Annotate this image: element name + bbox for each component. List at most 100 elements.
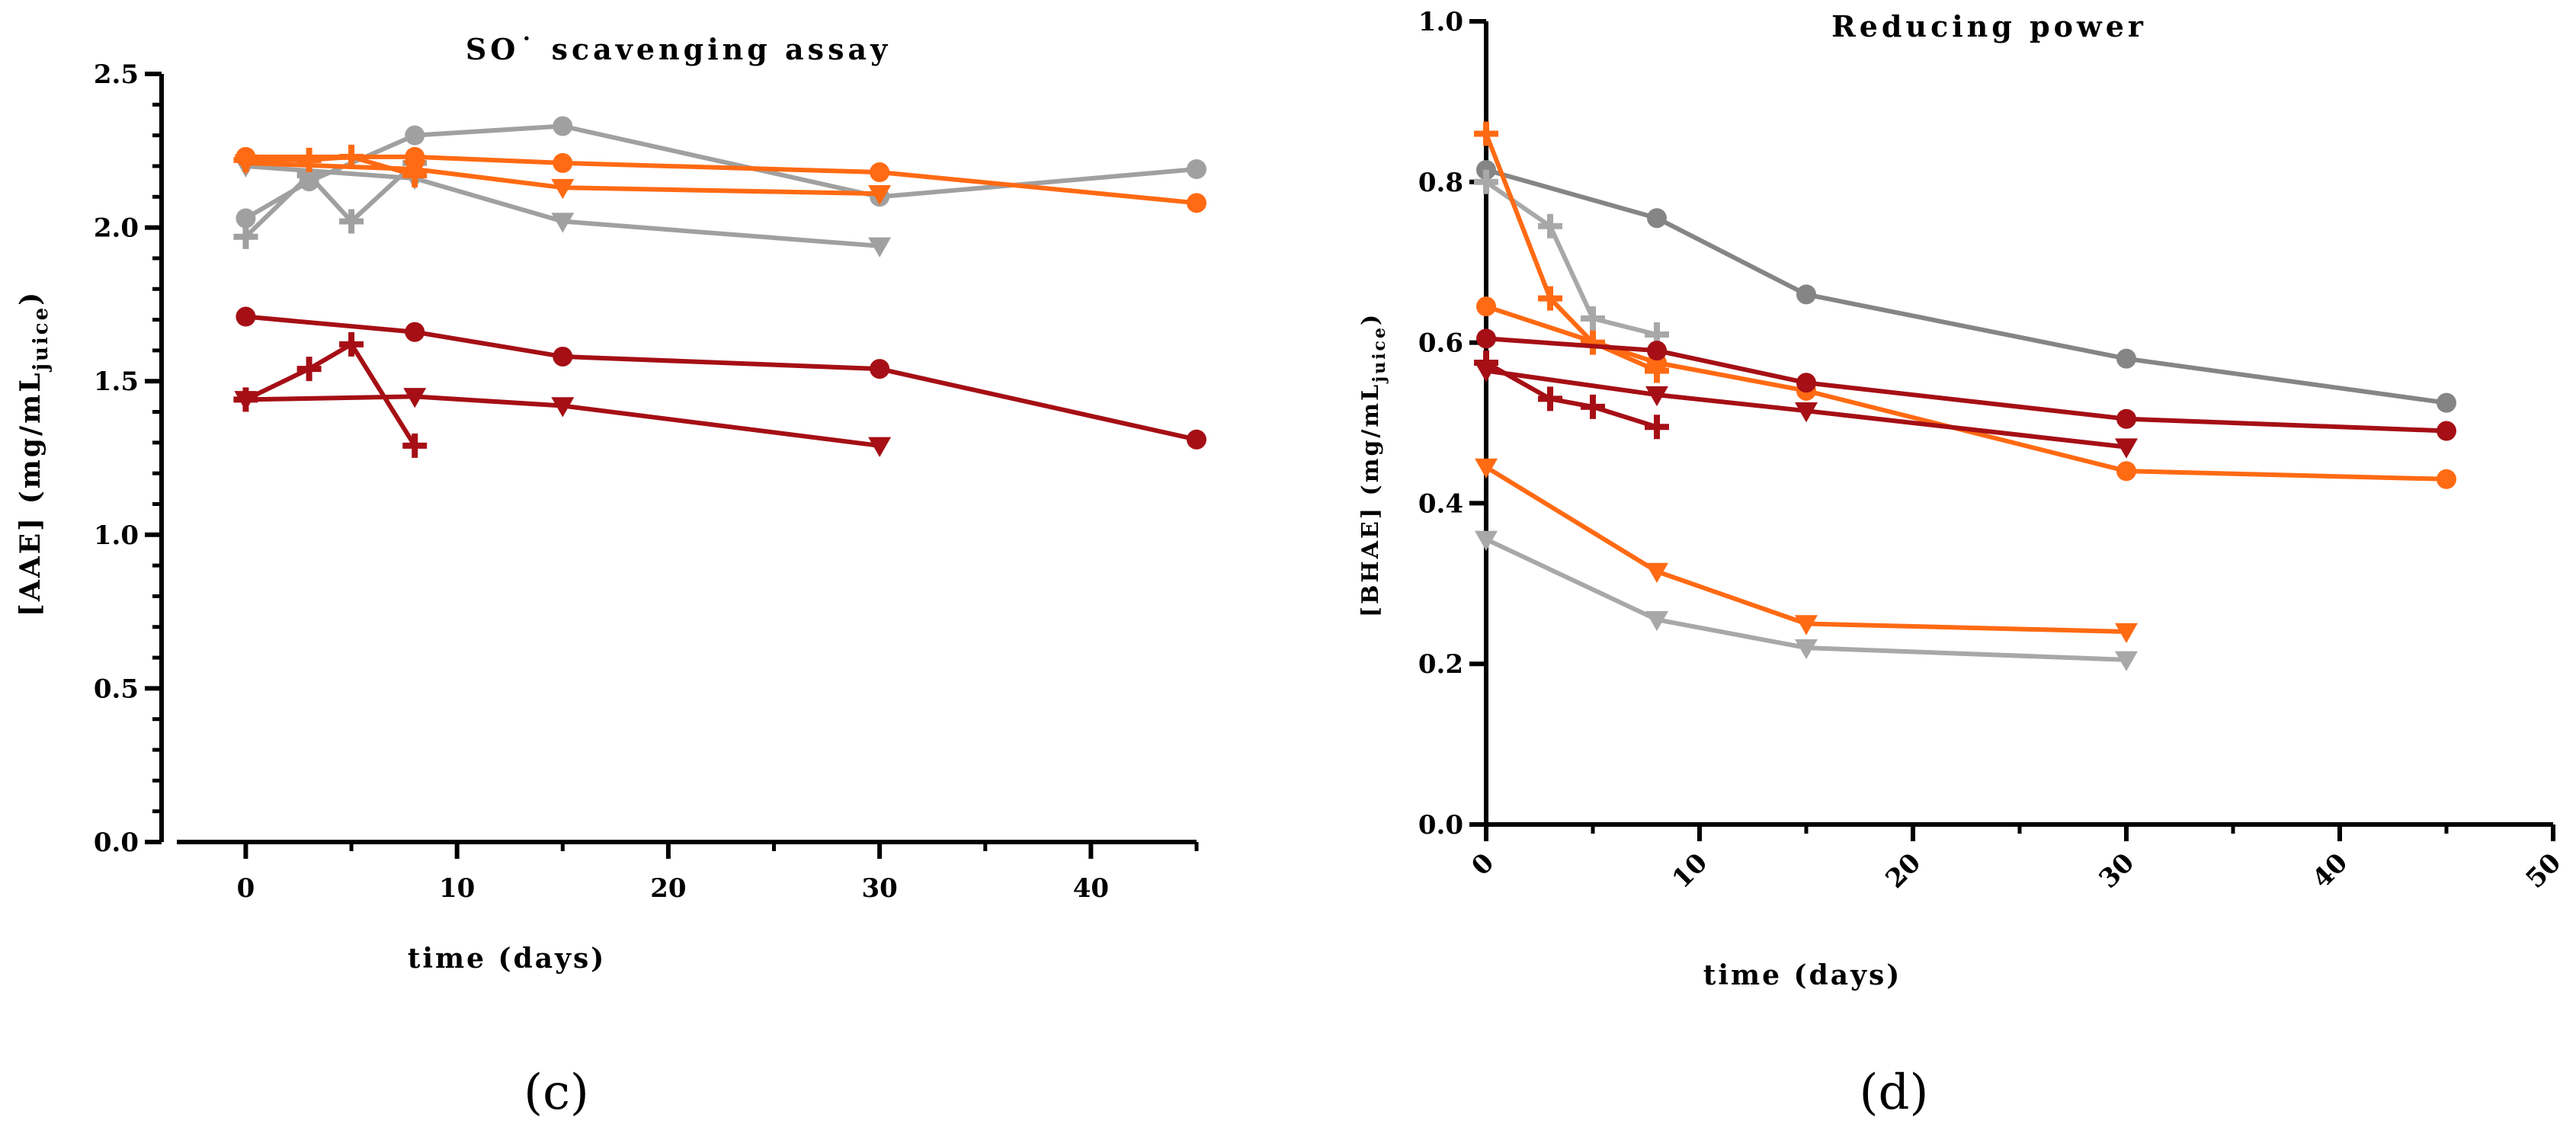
data-point xyxy=(1475,458,1498,479)
panel-label-c: (c) xyxy=(524,1065,589,1121)
data-point xyxy=(1187,158,1206,179)
x-tick-label: 0 xyxy=(237,873,255,904)
data-point xyxy=(553,152,573,173)
chart-title-d: Reducing power xyxy=(1831,9,2147,43)
data-point xyxy=(1645,386,1668,407)
chart-panel-d: Reducing power 0.0 0.2 0.4 0.6 0.8 1.0 0 10 20 3… xyxy=(1357,7,2567,1121)
y-tick-label: 0.2 xyxy=(1418,649,1463,680)
x-ticks-c: 0 10 20 30 40 xyxy=(237,842,1199,904)
x-tick-label: 30 xyxy=(861,873,897,904)
data-point xyxy=(551,397,575,418)
series-red-triangle xyxy=(1475,362,2138,459)
series-dark-gray-circle xyxy=(1476,159,2456,413)
series-group-d xyxy=(1474,121,2456,671)
series-line xyxy=(245,164,880,248)
series-orange-cross xyxy=(233,144,428,188)
chart-title-c: SO˙ scavenging assay xyxy=(466,32,891,66)
series-line xyxy=(245,341,417,447)
y-axis-label-c: [AAE] (mg/mLjuice) xyxy=(14,290,53,616)
series-line xyxy=(1485,360,1658,430)
x-ticks-d: 0 10 20 30 40 50 xyxy=(1466,824,2567,895)
x-tick-label: 40 xyxy=(2307,847,2354,895)
data-point xyxy=(553,116,573,136)
data-point xyxy=(2116,461,2136,482)
y-axis-label-d-main: [BHAE] (mg/mL xyxy=(1357,383,1384,617)
data-point xyxy=(405,125,425,146)
y-tick-label: 1.0 xyxy=(1418,7,1463,37)
series-line xyxy=(245,154,416,178)
data-point xyxy=(1581,394,1605,419)
data-point xyxy=(1187,193,1206,213)
y-axis-label-c-close: ) xyxy=(14,290,46,306)
data-point xyxy=(235,306,256,327)
data-point xyxy=(870,162,890,183)
data-point xyxy=(868,437,892,457)
data-point xyxy=(339,144,364,169)
data-point xyxy=(405,322,425,342)
series-gray-triangle xyxy=(1475,530,2138,671)
series-gray-cross xyxy=(1474,169,1669,347)
y-tick-label: 0.4 xyxy=(1418,488,1463,519)
data-point xyxy=(1645,610,1668,632)
data-point xyxy=(402,433,428,458)
y-tick-label: 0.6 xyxy=(1418,328,1463,359)
data-point xyxy=(1795,402,1818,423)
data-point xyxy=(1647,341,1667,361)
chart-panel-c: SO˙ scavenging assay 0.00.51.01.52.02.5 … xyxy=(14,32,1206,1121)
data-point xyxy=(1187,429,1206,450)
data-point xyxy=(553,346,573,367)
data-point xyxy=(233,387,258,412)
series-line xyxy=(1485,465,2127,634)
panel-label-d: (d) xyxy=(1860,1065,1929,1121)
data-point xyxy=(2116,348,2136,369)
x-axis-label-c: time (days) xyxy=(408,943,607,975)
data-point xyxy=(551,178,575,200)
data-point xyxy=(1796,284,1816,305)
y-tick-label: 0.8 xyxy=(1418,168,1463,198)
data-point xyxy=(1474,350,1498,375)
data-point xyxy=(339,209,364,234)
y-axis-label-c-main: [AAE] (mg/mL xyxy=(14,370,46,616)
y-tick-label: 0.0 xyxy=(1418,810,1463,840)
y-axis-label-d: [BHAE] (mg/mLjuice) xyxy=(1357,312,1389,617)
y-axis-label-d-sub: juice xyxy=(1370,325,1389,384)
data-point xyxy=(1538,286,1562,311)
data-point xyxy=(296,357,322,382)
data-point xyxy=(868,237,892,258)
x-tick-label: 0 xyxy=(1466,847,1500,882)
data-point xyxy=(1476,328,1496,349)
y-ticks-c: 0.0 0.5 1.0 1.5 2.0 2.5 xyxy=(94,59,162,858)
data-point xyxy=(2115,651,2138,671)
series-line xyxy=(245,394,880,448)
y-tick-label: 0.5 xyxy=(94,674,139,704)
series-line xyxy=(244,123,1197,221)
x-tick-label: 20 xyxy=(1880,847,1927,895)
series-red-circle xyxy=(235,306,1206,450)
series-line xyxy=(1484,133,1658,373)
series-line xyxy=(1485,537,2127,662)
data-point xyxy=(1474,169,1498,194)
series-line xyxy=(245,160,880,197)
data-point xyxy=(1795,615,1818,636)
data-point xyxy=(233,224,258,249)
data-point xyxy=(2437,469,2456,489)
data-point xyxy=(1474,121,1498,146)
x-tick-label: 30 xyxy=(2094,847,2141,895)
series-red-cross xyxy=(233,331,428,458)
data-point xyxy=(1795,639,1818,660)
y-tick-label: 1.5 xyxy=(94,367,139,397)
data-point xyxy=(1581,306,1605,331)
series-line xyxy=(1485,180,1658,338)
x-tick-label: 20 xyxy=(650,873,686,904)
data-point xyxy=(339,331,364,357)
data-point xyxy=(296,147,322,172)
data-point xyxy=(2437,421,2456,441)
x-tick-label: 10 xyxy=(1667,847,1714,895)
data-point xyxy=(1538,213,1562,239)
y-tick-label: 0.0 xyxy=(94,828,139,858)
data-point xyxy=(870,359,890,379)
series-line xyxy=(244,161,417,239)
series-red-cross xyxy=(1474,350,1669,440)
series-red-triangle xyxy=(234,388,892,457)
